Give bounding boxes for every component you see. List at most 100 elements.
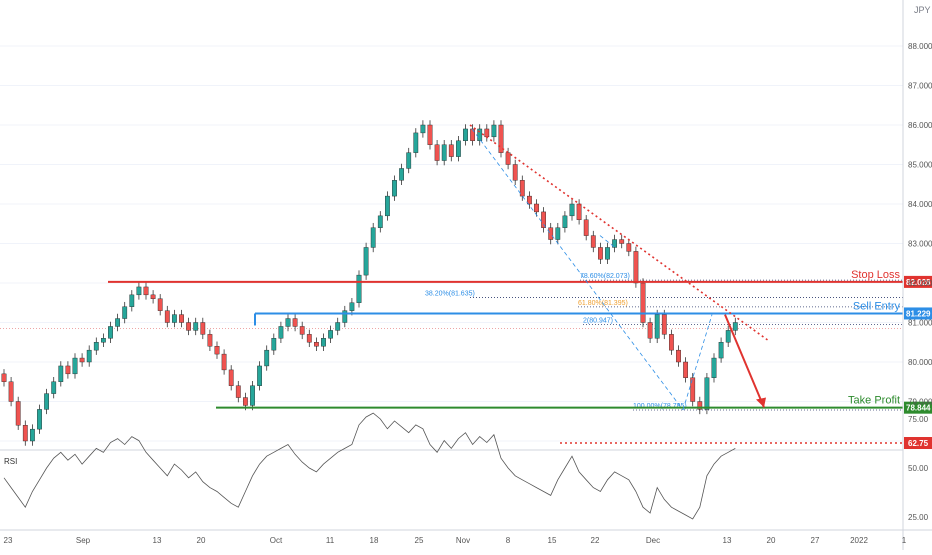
candle — [491, 124, 497, 138]
fib-channel-line — [682, 314, 713, 411]
candle — [30, 428, 35, 442]
candle — [314, 342, 319, 347]
candle — [363, 247, 369, 276]
price-tick-label: 81.000 — [908, 319, 932, 328]
candle — [463, 128, 468, 141]
candle — [157, 298, 163, 311]
candle — [626, 243, 632, 252]
candle — [200, 322, 206, 335]
fib-level-label: 2(80.947) — [583, 318, 613, 325]
fibonacci-lines: 78.60%(82.073)38.20%(81.635)61.80%(81.39… — [425, 273, 903, 411]
candle — [136, 286, 142, 296]
candle — [299, 326, 305, 335]
price-tick-label: 88.000 — [908, 42, 932, 51]
candle — [548, 227, 554, 240]
candle — [93, 342, 99, 351]
candle — [193, 322, 199, 331]
rsi-level-value: 62.75 — [908, 439, 929, 448]
candle — [115, 318, 121, 327]
level-price-tag — [904, 307, 932, 320]
level-price-value: 82.028 — [906, 278, 931, 287]
candle — [164, 310, 170, 323]
candle — [264, 349, 270, 367]
candle — [725, 330, 731, 343]
price-tick-label: 83.000 — [908, 240, 932, 249]
candles — [1, 120, 738, 446]
candle — [441, 144, 447, 161]
candle — [732, 322, 738, 331]
candle — [221, 353, 227, 371]
candle — [633, 251, 639, 284]
candle — [711, 357, 717, 378]
candle — [285, 318, 291, 327]
time-tick-label: Sep — [76, 536, 91, 545]
candle — [598, 247, 603, 260]
candle — [44, 393, 50, 410]
level-name: Sell Entry — [853, 300, 901, 312]
candle — [22, 425, 28, 442]
candle — [15, 401, 21, 426]
candle — [79, 357, 85, 363]
candle — [278, 326, 284, 339]
candle — [498, 124, 504, 153]
candle — [122, 306, 128, 319]
candle — [477, 128, 483, 141]
candle — [250, 385, 255, 406]
candle — [605, 247, 610, 260]
candle — [370, 227, 376, 248]
candle — [420, 124, 426, 134]
candle — [271, 338, 277, 351]
candle — [377, 215, 383, 228]
candle — [569, 203, 575, 217]
candle — [527, 195, 532, 205]
candle — [37, 409, 42, 430]
candle — [214, 346, 220, 355]
projection-arrow-head — [756, 397, 766, 408]
candle — [385, 195, 390, 217]
level-price-value: 81.229 — [906, 309, 931, 318]
candle — [207, 334, 213, 347]
time-tick-label: Dec — [646, 536, 660, 545]
candle — [349, 302, 355, 311]
candle — [108, 326, 113, 339]
candle — [413, 132, 419, 153]
candle — [321, 338, 326, 347]
candle — [683, 361, 689, 379]
candle — [143, 286, 149, 296]
time-tick-label: Nov — [456, 536, 470, 545]
candle — [242, 397, 248, 406]
rsi-tick-label: 25.00 — [908, 513, 929, 522]
candle — [505, 152, 511, 165]
time-tick-label: 22 — [591, 536, 600, 545]
level-price-value: 78.844 — [906, 404, 931, 413]
candle — [335, 322, 341, 331]
fib-channel-line — [471, 128, 684, 411]
rsi-tick-label: 50.00 — [908, 464, 929, 473]
candle — [562, 215, 568, 228]
candle — [654, 314, 660, 339]
time-tick-label: 2022 — [850, 536, 868, 545]
candle — [8, 381, 14, 402]
candle — [235, 385, 241, 398]
candle — [512, 164, 518, 181]
candle — [392, 180, 397, 197]
candle — [661, 314, 667, 335]
fib-level-label: 100.00%(78.785) — [633, 403, 687, 410]
time-axis: 23 Sep 13 20 Oct 11 18 25 Nov 8 15 22 Dec 13 20 27 2022 1 — [0, 529, 932, 545]
fib-channel-line — [599, 235, 616, 248]
candle — [58, 365, 64, 382]
candle — [541, 211, 547, 228]
candle — [555, 227, 561, 240]
time-tick-label: 13 — [723, 536, 732, 545]
price-tick-label: 87.000 — [908, 82, 932, 91]
candle — [328, 330, 333, 339]
candle — [171, 314, 177, 323]
candle — [427, 124, 433, 145]
candle — [612, 239, 618, 248]
time-tick-label: 27 — [811, 536, 820, 545]
time-tick-label: 1 — [902, 536, 907, 545]
price-tick-label: 82.000 — [908, 279, 932, 288]
time-tick-label: 20 — [197, 536, 206, 545]
candle — [406, 152, 412, 169]
time-tick-label: 15 — [548, 536, 557, 545]
